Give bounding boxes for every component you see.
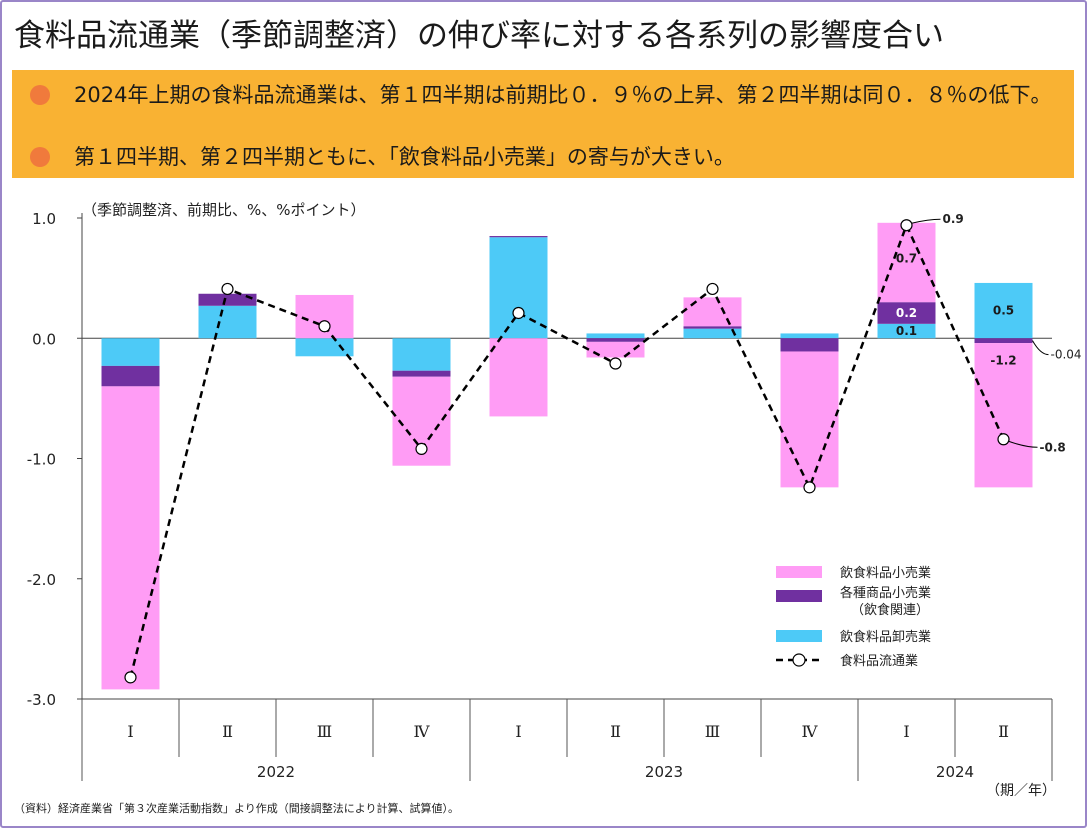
annotation-wholesale-q2-2024: 0.5 xyxy=(993,304,1014,318)
line-point xyxy=(803,481,816,494)
page-title: 食料品流通業（季節調整済）の伸び率に対する各系列の影響度合い xyxy=(14,18,944,54)
x-tick-label: Ⅱ xyxy=(998,722,1009,741)
line-point xyxy=(512,306,525,320)
year-label: 2024 xyxy=(936,763,974,781)
bullet-dot-icon xyxy=(30,147,50,167)
annotation-wholesale-q1-2024: 0.1 xyxy=(896,324,917,338)
x-tick-label: Ⅰ xyxy=(515,722,521,741)
legend-label-line: 食料品流通業 xyxy=(840,653,918,669)
annotation-total-q1-2024: 0.9 xyxy=(943,212,964,226)
bar-segment xyxy=(489,338,548,417)
y-tick-label: 1.0 xyxy=(32,210,56,228)
bar-segment xyxy=(198,293,257,306)
bar-segment xyxy=(877,222,936,303)
bar-segment xyxy=(489,237,548,339)
bar-segment xyxy=(489,236,548,238)
x-tick-label: Ⅲ xyxy=(317,722,332,741)
bar-segment xyxy=(586,341,645,358)
annotation-general-q2-2024: -0.04 xyxy=(1051,348,1082,362)
bar-segment xyxy=(586,333,645,339)
chart-legend: 飲食料品小売業 各種商品小売業 （飲食関連） 飲食料品卸売業 食料品流通業 xyxy=(776,565,931,669)
source-note: （資料）経済産業省「第３次産業活動指数」より作成（間接調整法により計算、試算値）… xyxy=(14,802,460,815)
annotation-retail-q1-2024: 0.7 xyxy=(896,252,917,266)
bar-segment xyxy=(683,328,742,339)
x-tick-label: Ⅱ xyxy=(610,722,621,741)
bar-segment xyxy=(877,323,936,339)
bullet-dot-icon xyxy=(30,85,50,105)
line-point xyxy=(900,219,913,232)
summary-bullet-1: 2024年上期の食料品流通業は、第１四半期は前期比０．９％の上昇、第２四半期は同… xyxy=(74,83,1052,107)
x-axis-label: （期／年） xyxy=(986,783,1056,799)
y-tick-label: 0.0 xyxy=(32,330,56,348)
legend-swatch-retail xyxy=(776,566,822,578)
x-tick-label: Ⅰ xyxy=(127,722,133,741)
bar-segment xyxy=(295,338,354,357)
legend-swatch-general xyxy=(776,590,822,602)
y-tick-label: -3.0 xyxy=(27,691,56,709)
bar-segment xyxy=(586,338,645,342)
bar-segment xyxy=(101,365,160,387)
y-tick-label: -2.0 xyxy=(27,571,56,589)
annotation-total-q2-2024: -0.8 xyxy=(1040,440,1066,454)
legend-swatch-wholesale xyxy=(776,630,822,642)
bar-segment xyxy=(683,297,742,327)
annotation-retail-q2-2024: -1.2 xyxy=(990,353,1016,367)
year-label: 2023 xyxy=(645,763,683,781)
bar-segment xyxy=(780,338,839,352)
x-tick-label: Ⅲ xyxy=(705,722,720,741)
bar-segment xyxy=(974,338,1033,344)
bar-segment xyxy=(101,386,160,690)
chart-svg: （季節調整済、前期比、%、%ポイント） 1.0 0.0 -1.0 -2.0 -3.0 Ⅰ… xyxy=(27,201,1082,799)
line-series xyxy=(129,221,1005,678)
line-point xyxy=(415,442,428,455)
x-tick-label: Ⅳ xyxy=(802,722,819,741)
line-point xyxy=(706,282,719,296)
annotation-connector xyxy=(1032,340,1049,356)
summary-box: 2024年上期の食料品流通業は、第１四半期は前期比０．９％の上昇、第２四半期は同… xyxy=(12,70,1074,178)
annotation-connector xyxy=(911,218,941,224)
x-tick-label: Ⅱ xyxy=(222,722,233,741)
annotation-general-q1-2024: 0.2 xyxy=(896,306,917,320)
legend-label-retail: 飲食料品小売業 xyxy=(840,565,931,581)
bar-segment xyxy=(198,305,257,339)
bar-segment xyxy=(101,338,160,366)
legend-label-general-sub: （飲食関連） xyxy=(851,602,929,618)
bar-segment xyxy=(780,351,839,488)
bar-segment xyxy=(974,282,1033,339)
legend-label-wholesale: 飲食料品卸売業 xyxy=(840,629,931,645)
unit-note: （季節調整済、前期比、%、%ポイント） xyxy=(82,201,366,219)
x-tick-label: Ⅳ xyxy=(414,722,431,741)
annotation-connector xyxy=(1008,440,1038,448)
line-point xyxy=(609,357,622,370)
bar-segment xyxy=(974,343,1033,488)
bar-segment xyxy=(877,302,936,324)
line-point xyxy=(318,320,331,333)
y-tick-label: -1.0 xyxy=(27,451,56,469)
year-label: 2022 xyxy=(257,763,295,781)
bar-segment xyxy=(392,370,451,377)
legend-label-general: 各種商品小売業 xyxy=(840,585,931,601)
bar-segment xyxy=(392,338,451,371)
line-point xyxy=(221,282,234,296)
summary-bullet-2: 第１四半期、第２四半期ともに、「飲食料品小売業」の寄与が大きい。 xyxy=(74,145,735,169)
x-tick-label: Ⅰ xyxy=(903,722,909,741)
bar-segment xyxy=(683,326,742,329)
line-point xyxy=(997,433,1010,446)
bar-segment xyxy=(780,333,839,339)
line-point xyxy=(124,671,137,684)
legend-marker-icon xyxy=(792,653,806,667)
